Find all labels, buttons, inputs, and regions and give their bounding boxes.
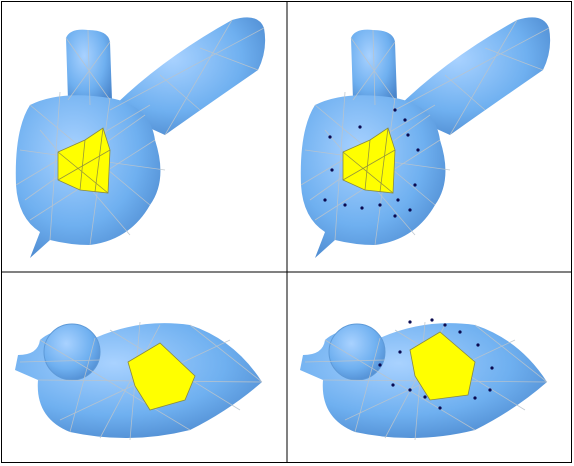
dots — [323, 108, 420, 218]
mesh-bunny — [15, 16, 266, 259]
mesh-bunny — [300, 16, 551, 259]
dots — [378, 318, 494, 410]
patch — [409, 331, 476, 401]
patch — [127, 342, 196, 411]
